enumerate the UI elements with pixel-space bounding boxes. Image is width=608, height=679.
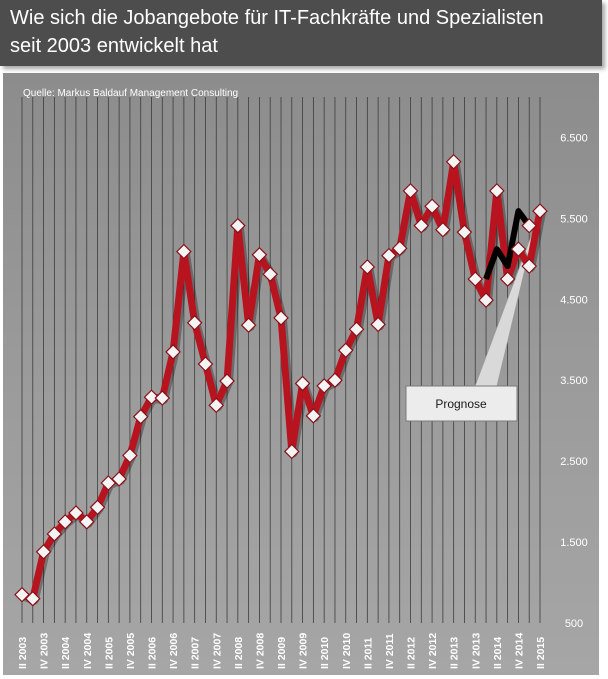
x-tick-label: IV 2010 (341, 633, 353, 669)
data-point (273, 310, 289, 326)
x-tick-label: II 2013 (449, 637, 461, 669)
x-tick-label: II 2008 (233, 637, 245, 669)
data-point (262, 266, 279, 283)
data-point (413, 217, 430, 234)
data-point (370, 316, 386, 333)
data-point (111, 471, 127, 487)
data-point (435, 221, 451, 238)
x-tick-label: IV 2011 (384, 633, 396, 669)
data-point (348, 321, 365, 338)
data-point (143, 389, 160, 406)
data-point (197, 356, 214, 372)
data-point (294, 375, 311, 392)
y-tick-label: 1.500 (560, 537, 588, 549)
x-tick-label: II 2012 (406, 637, 418, 669)
data-point (467, 271, 484, 287)
x-tick-label: II 2011 (362, 637, 374, 669)
x-tick-label: IV 2013 (470, 633, 482, 669)
y-tick-label: 3.500 (560, 375, 588, 387)
data-point (510, 241, 527, 257)
data-point (208, 397, 225, 414)
y-tick-label: 2.500 (560, 456, 588, 468)
data-point (219, 373, 235, 389)
x-tick-label: II 2005 (103, 637, 115, 669)
data-point (478, 292, 494, 308)
x-tick-label: II 2003 (17, 637, 29, 669)
x-tick-label: II 2015 (535, 637, 547, 669)
x-tick-label: II 2007 (190, 637, 202, 669)
data-point (122, 447, 138, 464)
x-tick-label: IV 2006 (168, 633, 180, 669)
x-tick-label: II 2004 (60, 637, 72, 669)
x-tick-label: II 2010 (319, 637, 331, 669)
source-note: Quelle: Markus Baldauf Management Consul… (23, 88, 238, 99)
data-point (391, 240, 408, 257)
x-tick-label: II 2009 (276, 637, 288, 669)
data-point (35, 543, 52, 560)
data-point (46, 526, 63, 542)
data-point (499, 271, 516, 287)
data-point (316, 378, 333, 394)
plot-panel: Quelle: Markus Baldauf Management Consul… (3, 73, 599, 675)
data-point (283, 443, 300, 460)
series-line-prognose (483, 208, 532, 281)
chart-title-line-2: seit 2003 entwickelt hat (10, 35, 218, 57)
data-point (488, 183, 505, 199)
data-point (132, 408, 149, 425)
x-tick-label: IV 2005 (125, 633, 137, 669)
x-tick-label: IV 2003 (39, 633, 51, 669)
data-point (89, 499, 106, 516)
line-chart: Quelle: Markus Baldauf Management Consul… (3, 73, 599, 675)
plot-background (3, 73, 599, 675)
data-point (165, 344, 181, 360)
data-point (359, 259, 376, 275)
data-point (521, 258, 538, 274)
chart-title-line-1: Wie sich die Jobangebote für IT-Fachkräf… (10, 7, 544, 29)
data-point (251, 246, 268, 263)
callout-box (405, 385, 518, 422)
x-tick-label: IV 2012 (427, 633, 439, 669)
x-tick-label: II 2006 (147, 637, 159, 669)
data-point (445, 153, 462, 170)
data-point (381, 247, 397, 264)
data-point (337, 342, 354, 359)
data-point (327, 372, 343, 389)
title-banner: Wie sich die Jobangebote für IT-Fachkräf… (0, 0, 602, 66)
data-point (24, 590, 41, 607)
y-tick-label: 500 (565, 618, 583, 630)
data-point (532, 203, 548, 219)
y-tick-label: 6.500 (560, 132, 588, 144)
data-point (240, 317, 257, 334)
data-point (57, 513, 74, 530)
x-tick-label: II 2014 (492, 637, 504, 669)
data-point (229, 217, 246, 234)
data-point (154, 390, 171, 406)
prognosis-callout: Prognose (405, 222, 537, 422)
data-point (68, 505, 84, 521)
data-point (424, 198, 440, 215)
x-tick-label: IV 2014 (513, 633, 525, 669)
x-tick-label: IV 2008 (254, 633, 266, 669)
data-point (78, 513, 95, 530)
y-tick-label: 4.500 (560, 294, 588, 306)
data-point (402, 183, 419, 199)
data-point (186, 314, 203, 331)
x-tick-label: IV 2007 (211, 633, 223, 669)
callout-label: Prognose (435, 397, 487, 411)
data-point (456, 224, 473, 240)
forecast-point (521, 217, 538, 234)
y-tick-label: 5.500 (560, 213, 588, 225)
data-point (176, 243, 192, 260)
x-tick-label: IV 2004 (82, 633, 94, 669)
x-tick-label: IV 2009 (298, 633, 310, 669)
data-point (305, 407, 322, 424)
